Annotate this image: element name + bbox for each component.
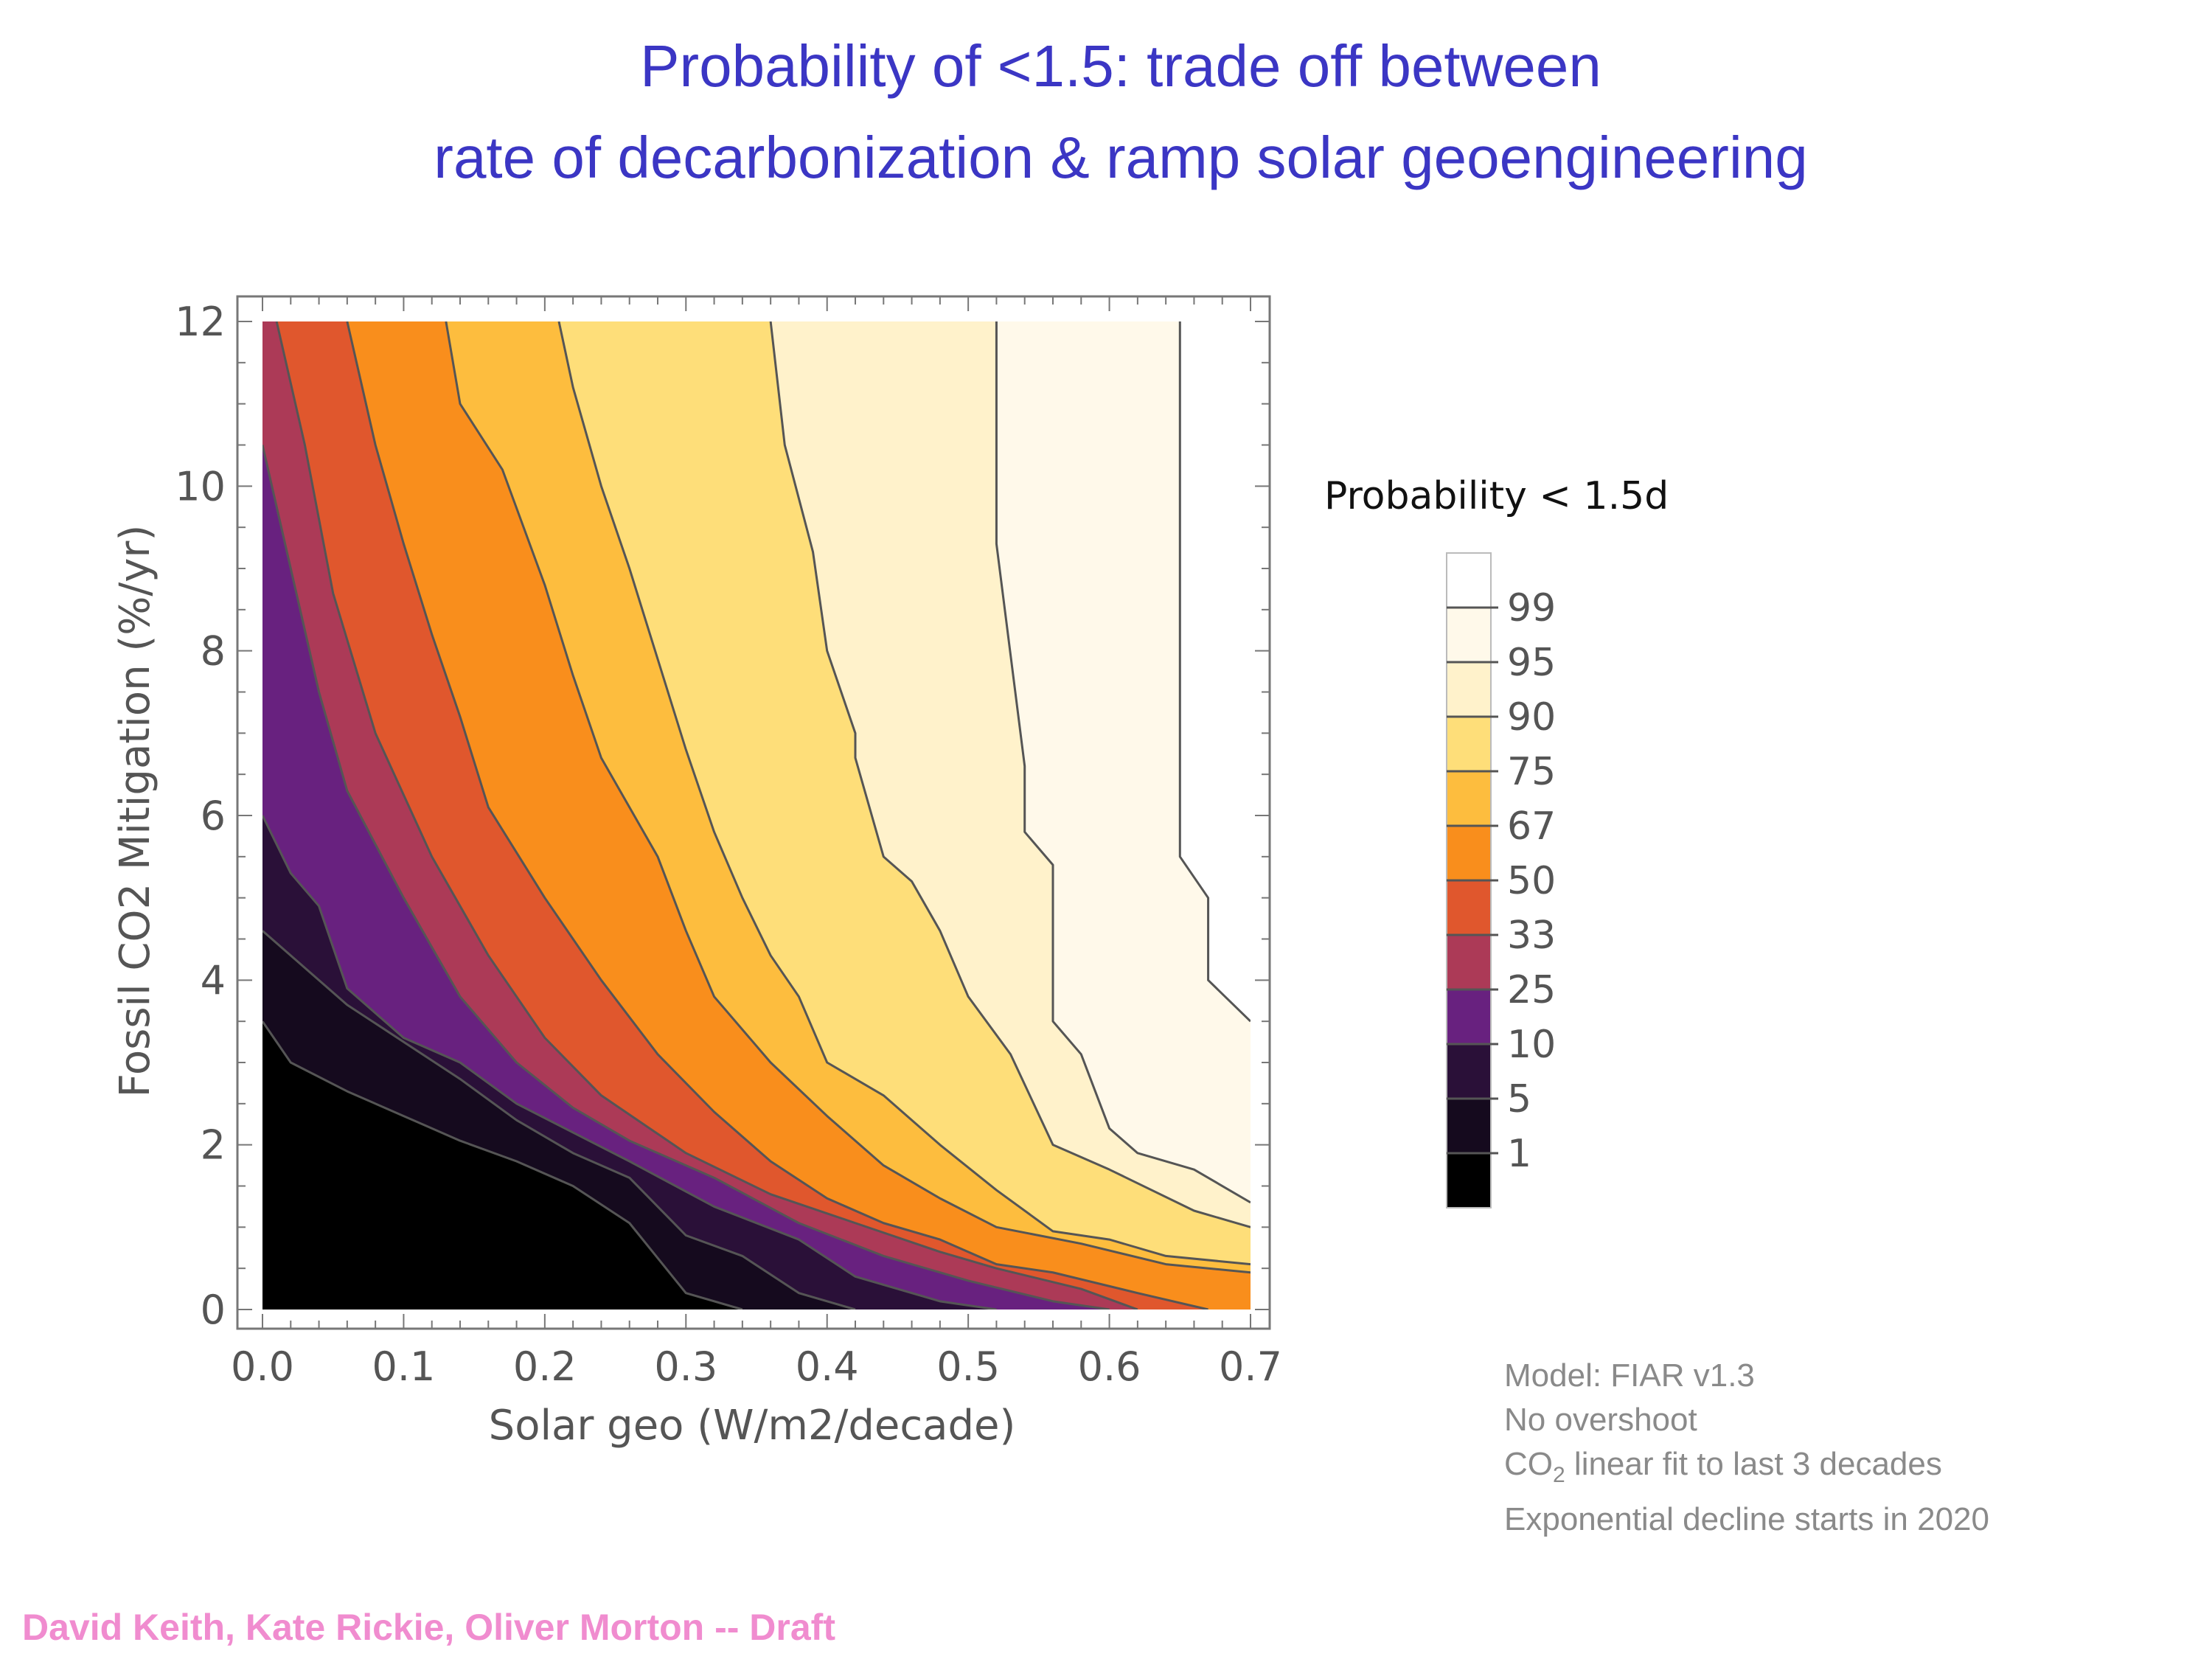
note-co2-suffix: linear fit to last 3 decades	[1565, 1446, 1942, 1482]
y-tick-label: 2	[201, 1122, 226, 1169]
x-tick-label: 0.2	[513, 1343, 577, 1390]
contour-line-67	[445, 321, 1251, 1274]
plot-frame	[236, 295, 1271, 1330]
y-axis-ticks: 0 2 4 6 8 10 12	[175, 299, 226, 1333]
band-67-75	[445, 321, 1251, 1273]
legend-label: 33	[1507, 914, 1556, 958]
model-notes: Model: FIAR v1.3 No overshoot CO2 linear…	[1504, 1354, 1989, 1542]
band-90-95	[771, 321, 1251, 1228]
legend-swatch	[1447, 717, 1491, 771]
y-tick-label: 6	[201, 793, 226, 839]
x-tick-label: 0.4	[796, 1343, 859, 1390]
band-75-90	[559, 321, 1251, 1265]
y-axis-label: Fossil CO2 Mitigation (%/yr)	[111, 525, 159, 1098]
legend-label: 10	[1507, 1023, 1556, 1067]
legend-label: 90	[1507, 695, 1556, 740]
x-tick-label: 0.3	[654, 1343, 717, 1390]
band-33-50	[276, 321, 1208, 1310]
legend-label: 67	[1507, 804, 1556, 849]
contour-line-75	[557, 321, 1251, 1266]
legend-swatch	[1447, 1099, 1491, 1153]
legend-swatch	[1447, 1044, 1491, 1099]
title-line-1: Probability of <1.5: trade off between	[640, 33, 1601, 99]
band-95-99	[996, 321, 1251, 1203]
legend-label: 99	[1507, 586, 1556, 630]
x-axis-ticks: 0.0 0.1 0.2 0.3 0.4 0.5 0.6 0.7	[231, 1343, 1282, 1390]
y-tick-label: 4	[201, 957, 226, 1004]
legend: 99 95 90 75 67 50 33 25 10 5 1	[1446, 552, 1556, 1208]
x-tick-label: 0.5	[936, 1343, 1000, 1390]
legend-label: 50	[1507, 859, 1556, 903]
x-tick-label: 0.1	[372, 1343, 435, 1390]
note-co2-prefix: CO	[1504, 1446, 1553, 1482]
x-tick-label: 0.7	[1219, 1343, 1282, 1390]
legend-label: 5	[1507, 1077, 1531, 1121]
y-tick-label: 8	[201, 628, 226, 675]
y-tick-label: 12	[175, 299, 226, 345]
contour-line-1	[262, 1020, 743, 1310]
contour-lines	[262, 321, 1251, 1310]
legend-label: 25	[1507, 968, 1556, 1012]
contour-line-99	[1178, 321, 1251, 1023]
contour-line-33	[275, 321, 1138, 1310]
contour-line-5	[262, 930, 856, 1310]
slide-title: Probability of <1.5: trade off between r…	[0, 21, 2212, 204]
legend-title: Probability < 1.5d	[1324, 474, 1669, 518]
legend-swatch	[1447, 826, 1491, 880]
contour-line-25	[262, 445, 1110, 1310]
frame-ticks	[237, 296, 1270, 1329]
legend-swatch	[1447, 553, 1491, 608]
band-above-99	[1180, 321, 1251, 1022]
note-co2-sub: 2	[1553, 1462, 1565, 1487]
title-line-2: rate of decarbonization & ramp solar geo…	[434, 125, 1808, 190]
contour-line-50	[346, 321, 1208, 1310]
footer-authors: David Keith, Kate Rickie, Oliver Morton …	[22, 1607, 835, 1648]
y-tick-label: 10	[175, 463, 226, 509]
legend-swatch	[1447, 608, 1491, 662]
x-axis-label: Solar geo (W/m2/decade)	[489, 1402, 1016, 1450]
legend-label: 1	[1507, 1132, 1531, 1176]
note-overshoot: No overshoot	[1504, 1402, 1697, 1438]
contour-line-90	[769, 321, 1251, 1228]
legend-swatch	[1447, 935, 1491, 990]
legend-swatch	[1447, 990, 1491, 1044]
legend-swatch	[1447, 662, 1491, 717]
contour-bands	[262, 321, 1251, 1310]
band-50-67	[347, 321, 1251, 1310]
legend-label: 75	[1507, 750, 1556, 794]
note-decline: Exponential decline starts in 2020	[1504, 1500, 1989, 1537]
legend-swatch	[1447, 771, 1491, 826]
band-below-1	[262, 1021, 742, 1310]
x-tick-label: 0.0	[231, 1343, 294, 1390]
y-tick-label: 0	[201, 1287, 226, 1333]
note-model: Model: FIAR v1.3	[1504, 1357, 1755, 1394]
x-tick-label: 0.6	[1078, 1343, 1141, 1390]
note-co2-fit: CO2 linear fit to last 3 decades	[1504, 1442, 1989, 1498]
legend-swatch	[1447, 880, 1491, 935]
contour-line-95	[995, 321, 1251, 1204]
contour-line-10	[262, 815, 997, 1310]
legend-label: 95	[1507, 641, 1556, 685]
legend-swatch	[1447, 1153, 1491, 1208]
